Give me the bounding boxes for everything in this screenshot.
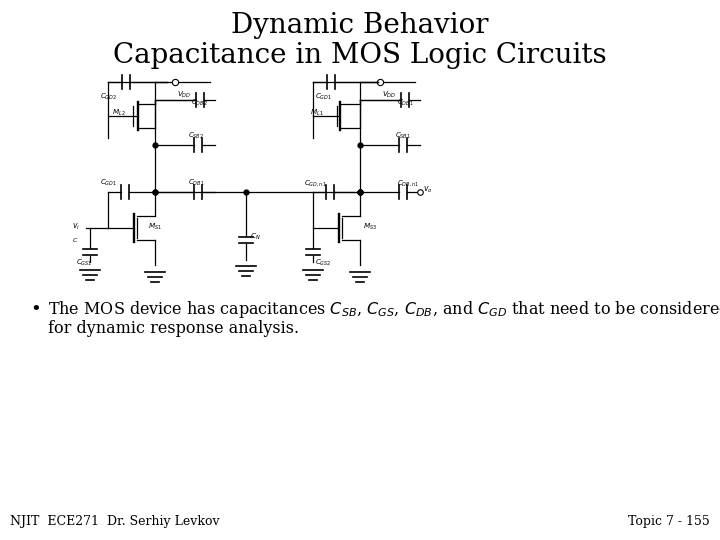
- Text: $M_{L1}$: $M_{L1}$: [310, 108, 324, 118]
- Text: •: •: [30, 300, 41, 318]
- Text: $V_{DD}$: $V_{DD}$: [382, 90, 397, 100]
- Text: Dynamic Behavior: Dynamic Behavior: [231, 12, 489, 39]
- Text: $C_N$: $C_N$: [250, 232, 261, 242]
- Text: $M_{L2}$: $M_{L2}$: [112, 108, 126, 118]
- Text: $C_{GS2}$: $C_{GS2}$: [315, 258, 331, 268]
- Text: $C_{SB2}$: $C_{SB2}$: [188, 131, 204, 141]
- Text: $C_{GD2}$: $C_{GD2}$: [100, 92, 117, 102]
- Text: $C_{GD1}$: $C_{GD1}$: [100, 178, 117, 188]
- Text: $C_{DB,n1}$: $C_{DB,n1}$: [397, 178, 419, 188]
- Text: $C$: $C$: [72, 236, 78, 244]
- Text: NJIT  ECE271  Dr. Serhiy Levkov: NJIT ECE271 Dr. Serhiy Levkov: [10, 515, 220, 528]
- Text: $M_{S3}$: $M_{S3}$: [363, 222, 377, 232]
- Text: $C_{SB1}$: $C_{SB1}$: [395, 131, 411, 141]
- Text: for dynamic response analysis.: for dynamic response analysis.: [48, 320, 299, 337]
- Text: Topic 7 - 155: Topic 7 - 155: [629, 515, 710, 528]
- Text: $V_{DD}$: $V_{DD}$: [177, 90, 192, 100]
- Text: $C_{GS1}$: $C_{GS1}$: [76, 258, 92, 268]
- Text: $C_{DB1}$: $C_{DB1}$: [188, 178, 204, 188]
- Text: $C_{GD1}$: $C_{GD1}$: [315, 92, 332, 102]
- Text: $M_{S1}$: $M_{S1}$: [148, 222, 162, 232]
- Text: $C_{GD,n1}$: $C_{GD,n1}$: [304, 178, 327, 188]
- Text: The MOS device has capacitances $C_{SB}$, $C_{GS}$, $C_{DB}$, and $C_{GD}$ that : The MOS device has capacitances $C_{SB}$…: [48, 299, 720, 320]
- Text: $C_{DB1}$: $C_{DB1}$: [397, 98, 414, 108]
- Text: $C_{DB2}$: $C_{DB2}$: [191, 98, 207, 108]
- Text: Capacitance in MOS Logic Circuits: Capacitance in MOS Logic Circuits: [113, 42, 607, 69]
- Text: $v_o$: $v_o$: [423, 185, 433, 195]
- Text: $v_i$: $v_i$: [72, 222, 80, 232]
